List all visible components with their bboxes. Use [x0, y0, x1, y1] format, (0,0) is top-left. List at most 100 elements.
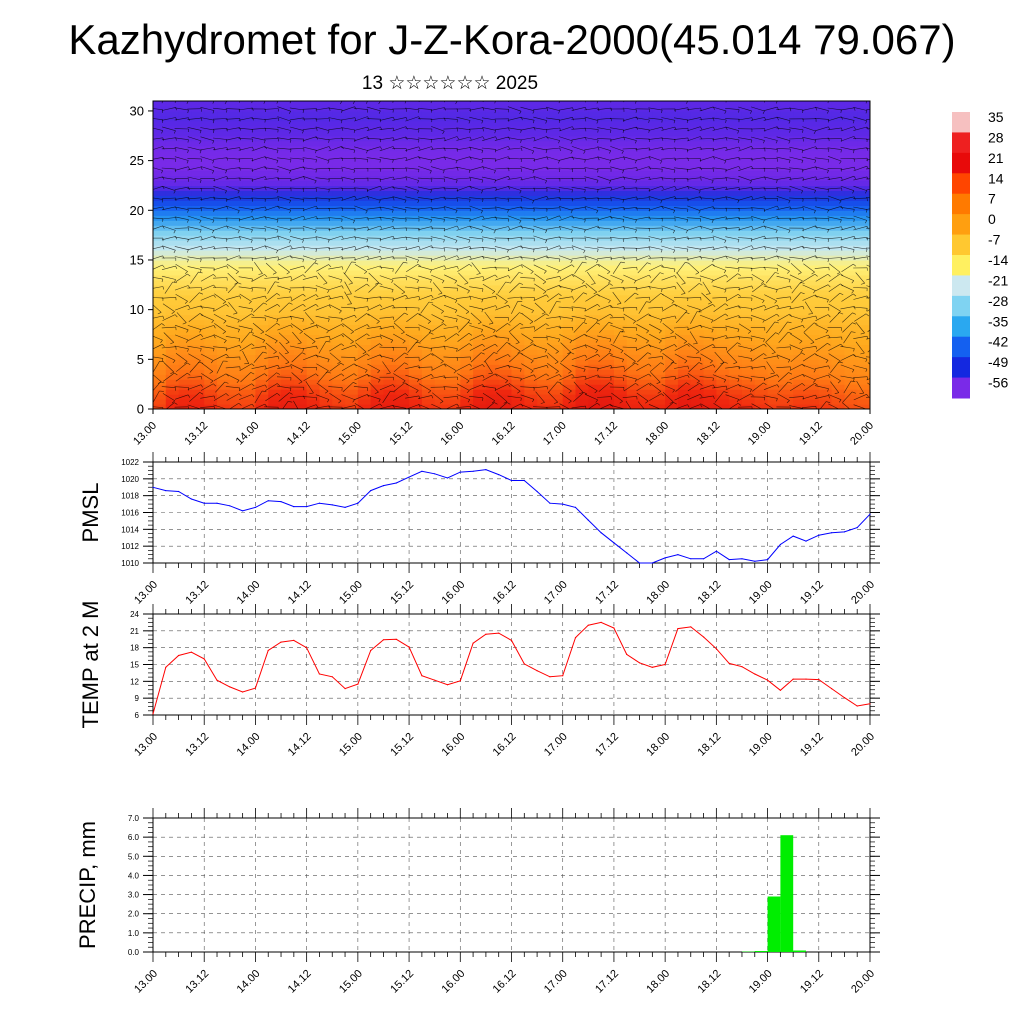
heat-cell: [217, 364, 231, 370]
heat-cell: [754, 130, 769, 137]
wind-barb: [240, 331, 251, 343]
heat-cell: [818, 404, 833, 409]
wind-barb-flag: [366, 333, 370, 337]
wind-barb: [153, 406, 164, 408]
heat-cell: [639, 404, 653, 409]
wind-barb-flag: [787, 359, 791, 363]
heat-cell: [652, 250, 666, 256]
heat-cell: [857, 344, 870, 350]
heat-cell: [652, 240, 666, 246]
heat-cell: [537, 130, 551, 137]
wind-barb-flag: [635, 362, 639, 366]
heat-cell: [537, 210, 551, 216]
heat-cell: [383, 220, 397, 226]
heat-cell: [319, 279, 333, 286]
heat-cell: [383, 364, 397, 370]
wind-barb: [764, 313, 777, 322]
wind-barb: [815, 374, 829, 380]
heat-cell: [434, 274, 449, 281]
heat-cell: [281, 125, 295, 132]
wind-barb: [790, 383, 803, 392]
heat-cell: [498, 185, 513, 192]
wind-barb: [689, 331, 698, 344]
wind-barb-flag: [265, 365, 267, 369]
heat-cell: [178, 205, 193, 211]
heat-cell: [498, 334, 513, 341]
heat-cell: [844, 235, 858, 241]
heat-cell: [217, 200, 231, 206]
heat-cell: [319, 394, 333, 400]
heat-cell: [306, 210, 321, 216]
heat-cell: [524, 170, 538, 177]
heat-cell: [447, 359, 461, 365]
heat-cell: [153, 245, 167, 251]
heat-cell: [639, 235, 653, 241]
heat-cell: [831, 110, 845, 117]
heat-cell: [729, 354, 743, 360]
wind-barb: [367, 304, 381, 311]
heat-cell: [601, 364, 615, 370]
heat-cell: [229, 324, 244, 331]
heat-cell: [665, 200, 679, 206]
wind-barb: [688, 342, 700, 352]
heat-cell: [255, 200, 269, 206]
wind-barb-flag: [609, 313, 613, 317]
heat-cell: [780, 140, 794, 147]
wind-barb-flag: [260, 331, 264, 335]
heat-cell: [677, 185, 692, 192]
heat-cell: [306, 279, 321, 286]
heat-cell: [396, 339, 410, 346]
wind-barb: [712, 335, 727, 340]
wind-barb-flag: [878, 323, 881, 325]
heat-cell: [524, 384, 538, 390]
heat-cell: [473, 289, 487, 296]
heat-cell: [281, 240, 295, 246]
wind-barb: [520, 326, 535, 329]
heat-cell: [741, 264, 756, 271]
heat-cell: [857, 339, 870, 346]
heat-cell: [639, 394, 653, 400]
heat-cell: [793, 245, 807, 251]
heat-cell: [857, 379, 870, 385]
heat-cell: [396, 220, 410, 226]
wind-barb-flag: [251, 343, 255, 347]
wind-barb-flag: [264, 373, 268, 377]
heat-cell: [601, 404, 615, 409]
wind-barb: [622, 396, 637, 398]
heat-cell: [537, 324, 551, 331]
heat-cell: [306, 175, 321, 182]
heat-cell: [319, 309, 333, 316]
heat-cell: [511, 394, 525, 400]
heat-cell: [421, 170, 436, 177]
heat-cell: [165, 399, 180, 405]
wind-barb-flag: [763, 353, 767, 356]
wind-barb: [649, 393, 662, 401]
heat-cell: [153, 344, 167, 350]
wind-barb-flag: [723, 411, 726, 413]
heat-cell: [447, 205, 461, 211]
heat-cell: [511, 284, 525, 291]
wind-barb-flag: [374, 391, 379, 394]
heat-cell: [345, 359, 359, 365]
wind-barb: [713, 313, 726, 322]
heat-cell: [153, 205, 167, 211]
heat-cell: [409, 339, 423, 346]
wind-barb: [840, 354, 854, 361]
wind-barb: [343, 272, 353, 284]
wind-barb-flag: [494, 343, 498, 347]
heat-cell: [396, 230, 410, 236]
heat-cell: [319, 289, 333, 296]
heat-cell: [447, 284, 461, 291]
heat-cell: [626, 269, 641, 276]
heat-cell: [754, 339, 769, 346]
heat-cell: [434, 334, 449, 341]
wind-barb-flag: [251, 288, 253, 292]
wind-barb-flag: [724, 303, 729, 306]
heat-cell: [421, 240, 436, 246]
heat-cell: [639, 259, 653, 266]
heat-cell: [383, 299, 397, 306]
heat-cell: [703, 185, 717, 192]
wind-barb-flag: [455, 318, 458, 323]
heat-cell: [511, 215, 525, 221]
